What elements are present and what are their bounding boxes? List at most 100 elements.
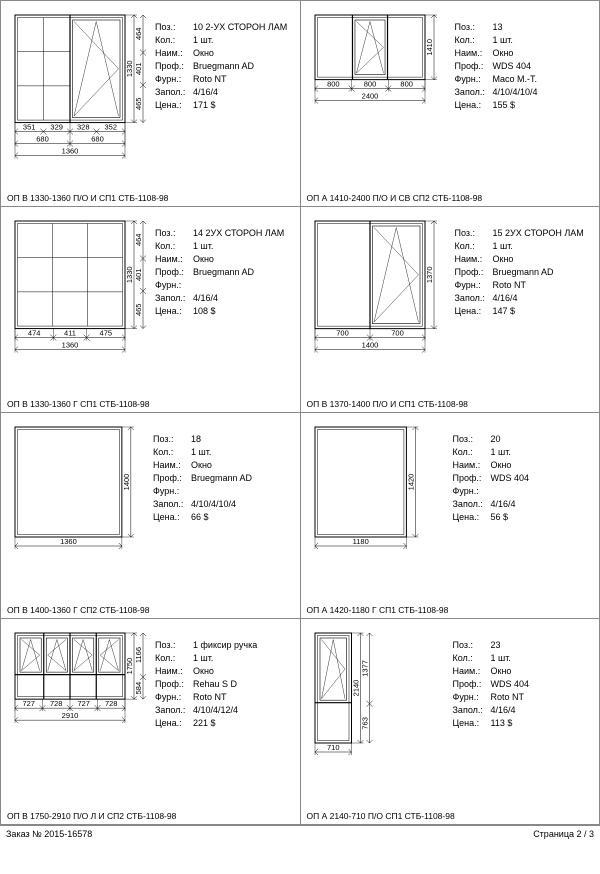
cell-caption: ОП В 1330-1360 П/О И СП1 СТБ-1108-98: [7, 189, 294, 203]
spec-cell: 13707007001400 Поз.:15 2УХ СТОРОН ЛАМКол…: [300, 206, 600, 412]
spec-value: 155 $: [493, 99, 516, 112]
spec-value: Bruegmann AD: [193, 266, 254, 279]
spec-label: Поз.:: [155, 21, 193, 34]
spec-value: 10 2-УХ СТОРОН ЛАМ: [193, 21, 287, 34]
spec-row-price: Цена.:155 $: [455, 99, 594, 112]
spec-value: Окно: [191, 459, 212, 472]
svg-text:2140: 2140: [351, 680, 360, 697]
cell-caption: ОП В 1750-2910 П/О Л И СП2 СТБ-1108-98: [7, 807, 294, 821]
svg-text:728: 728: [105, 699, 118, 708]
spec-value: Roto NT: [491, 691, 525, 704]
cell-caption: ОП В 1400-1360 Г СП2 СТБ-1108-98: [7, 601, 294, 615]
spec-value: Bruegmann AD: [191, 472, 252, 485]
spec-value: 147 $: [493, 305, 516, 318]
spec-cell: 14201180 Поз.:20Кол.:1 шт.Наим.:ОкноПроф…: [300, 412, 600, 618]
svg-text:1166: 1166: [134, 647, 143, 663]
spec-label: Поз.:: [453, 433, 491, 446]
spec-row-pos: Поз.:10 2-УХ СТОРОН ЛАМ: [155, 21, 294, 34]
spec-row-profile: Проф.:Bruegmann AD: [155, 266, 294, 279]
spec-row-price: Цена.:171 $: [155, 99, 294, 112]
spec-value: 108 $: [193, 305, 216, 318]
svg-text:680: 680: [36, 135, 49, 144]
spec-value: Окно: [193, 47, 214, 60]
spec-value: 1 шт.: [191, 446, 211, 459]
svg-text:728: 728: [50, 699, 63, 708]
spec-label: Фурн.:: [455, 279, 493, 292]
spec-label: Фурн.:: [153, 485, 191, 498]
spec-row-name: Наим.:Окно: [455, 253, 594, 266]
svg-text:763: 763: [360, 717, 369, 730]
spec-row-qty: Кол.:1 шт.: [455, 240, 594, 253]
svg-text:800: 800: [400, 80, 413, 89]
spec-block: Поз.:15 2УХ СТОРОН ЛАМКол.:1 шт.Наим.:Ок…: [455, 213, 594, 395]
spec-row-hardware: Фурн.:: [453, 485, 594, 498]
spec-row-pos: Поз.:1 фиксир ручка: [155, 639, 294, 652]
svg-text:700: 700: [336, 329, 349, 338]
spec-row-profile: Проф.:Bruegmann AD: [155, 60, 294, 73]
spec-row-name: Наим.:Окно: [155, 253, 294, 266]
drawing-area: 14108008008002400: [307, 7, 449, 189]
spec-row-price: Цена.:108 $: [155, 305, 294, 318]
spec-label: Поз.:: [455, 21, 493, 34]
spec-row-price: Цена.:66 $: [153, 511, 294, 524]
spec-row-profile: Проф.:WDS 404: [453, 678, 594, 691]
spec-value: 4/16/4: [491, 704, 516, 717]
spec-label: Наим.:: [155, 47, 193, 60]
spec-block: Поз.:14 2УХ СТОРОН ЛАМКол.:1 шт.Наим.:Ок…: [155, 213, 294, 395]
spec-label: Цена.:: [453, 717, 491, 730]
svg-text:465: 465: [134, 98, 143, 111]
spec-value: Roto NT: [493, 279, 527, 292]
svg-text:1400: 1400: [361, 341, 378, 350]
spec-value: 4/16/4: [493, 292, 518, 305]
spec-row-pos: Поз.:14 2УХ СТОРОН ЛАМ: [155, 227, 294, 240]
spec-value: Roto NT: [193, 73, 227, 86]
spec-label: Наим.:: [453, 665, 491, 678]
spec-value: 171 $: [193, 99, 216, 112]
spec-cell: 21401377763710 Поз.:23Кол.:1 шт.Наим.:Ок…: [300, 618, 600, 824]
spec-label: Наим.:: [155, 253, 193, 266]
svg-text:474: 474: [28, 329, 41, 338]
spec-row-name: Наим.:Окно: [153, 459, 294, 472]
spec-row-price: Цена.:56 $: [453, 511, 594, 524]
spec-value: 4/10/4/10/4: [493, 86, 538, 99]
spec-row-filling: Запол.:4/16/4: [155, 86, 294, 99]
spec-label: Запол.:: [155, 86, 193, 99]
drawing-area: 14001360: [7, 419, 147, 601]
spec-label: Запол.:: [155, 292, 193, 305]
spec-value: 15 2УХ СТОРОН ЛАМ: [493, 227, 584, 240]
spec-row-hardware: Фурн.:Roto NT: [455, 279, 594, 292]
spec-row-pos: Поз.:18: [153, 433, 294, 446]
spec-row-hardware: Фурн.:Maco M.-T.: [455, 73, 594, 86]
spec-value: 113 $: [491, 717, 513, 730]
spec-label: Фурн.:: [455, 73, 493, 86]
spec-row-hardware: Фурн.:Roto NT: [453, 691, 594, 704]
spec-label: Наим.:: [453, 459, 491, 472]
spec-label: Цена.:: [153, 511, 191, 524]
spec-label: Запол.:: [453, 704, 491, 717]
spec-value: 13: [493, 21, 503, 34]
spec-label: Проф.:: [455, 60, 493, 73]
spec-label: Кол.:: [153, 446, 191, 459]
drawing-area: 13707007001400: [307, 213, 449, 395]
svg-text:700: 700: [391, 329, 404, 338]
svg-text:2910: 2910: [62, 711, 79, 720]
svg-text:475: 475: [100, 329, 113, 338]
drawing-area: 13304644014653513293283526806801360: [7, 7, 149, 189]
spec-label: Проф.:: [155, 60, 193, 73]
window-drawing: 13304644014654744114751360: [7, 213, 149, 353]
spec-label: Кол.:: [155, 240, 193, 253]
window-drawing: 14001360: [7, 419, 146, 561]
spec-label: Наим.:: [153, 459, 191, 472]
spec-value: Maco M.-T.: [493, 73, 538, 86]
drawing-area: 13304644014654744114751360: [7, 213, 149, 395]
svg-text:352: 352: [105, 123, 118, 132]
window-drawing: 14108008008002400: [307, 7, 449, 104]
order-number: Заказ № 2015-16578: [6, 829, 92, 839]
spec-label: Запол.:: [455, 86, 493, 99]
spec-row-pos: Поз.:15 2УХ СТОРОН ЛАМ: [455, 227, 594, 240]
svg-text:1410: 1410: [425, 39, 434, 56]
spec-label: Цена.:: [453, 511, 491, 524]
spec-row-pos: Поз.:23: [453, 639, 594, 652]
spec-row-profile: Проф.:Rehau S D: [155, 678, 294, 691]
svg-text:401: 401: [134, 62, 143, 75]
